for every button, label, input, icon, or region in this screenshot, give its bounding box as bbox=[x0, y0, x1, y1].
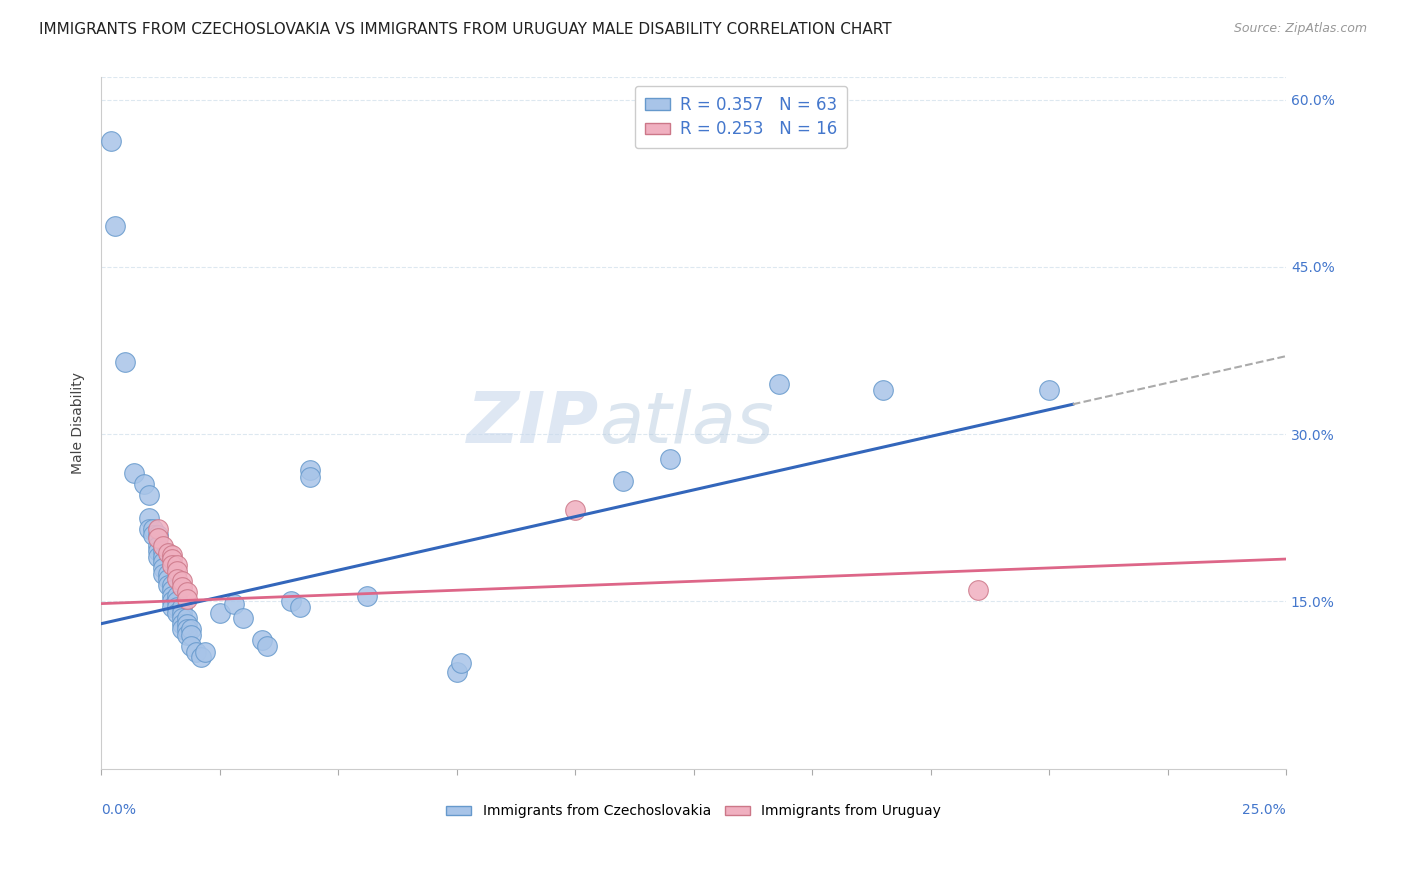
Point bbox=[194, 644, 217, 658]
Point bbox=[170, 606, 193, 620]
Point bbox=[104, 219, 127, 233]
Point bbox=[142, 522, 165, 536]
Point bbox=[100, 134, 122, 148]
Point bbox=[114, 355, 136, 369]
Text: 25.0%: 25.0% bbox=[1243, 803, 1286, 816]
Point bbox=[152, 555, 174, 569]
Point bbox=[156, 546, 179, 560]
Point bbox=[146, 544, 169, 558]
Point bbox=[156, 566, 179, 581]
Point bbox=[190, 650, 212, 665]
Y-axis label: Male Disability: Male Disability bbox=[72, 372, 86, 474]
Point bbox=[252, 633, 274, 648]
Point bbox=[162, 548, 184, 562]
Point bbox=[290, 599, 312, 614]
Point bbox=[138, 522, 160, 536]
Point bbox=[180, 628, 202, 642]
Point bbox=[170, 599, 193, 614]
Point bbox=[232, 611, 254, 625]
Point bbox=[138, 488, 160, 502]
Legend: Immigrants from Czechoslovakia, Immigrants from Uruguay: Immigrants from Czechoslovakia, Immigran… bbox=[441, 798, 946, 824]
Point bbox=[166, 572, 188, 586]
Point bbox=[356, 589, 378, 603]
Point bbox=[170, 611, 193, 625]
Point bbox=[446, 665, 468, 679]
Text: ZIP: ZIP bbox=[467, 389, 599, 458]
Point bbox=[564, 503, 586, 517]
Point bbox=[166, 606, 188, 620]
Point bbox=[166, 564, 188, 578]
Point bbox=[166, 599, 188, 614]
Text: IMMIGRANTS FROM CZECHOSLOVAKIA VS IMMIGRANTS FROM URUGUAY MALE DISABILITY CORREL: IMMIGRANTS FROM CZECHOSLOVAKIA VS IMMIGR… bbox=[39, 22, 891, 37]
Point bbox=[162, 594, 184, 608]
Point bbox=[138, 510, 160, 524]
Point bbox=[132, 477, 155, 491]
Point bbox=[162, 577, 184, 591]
Point bbox=[176, 592, 198, 607]
Point bbox=[222, 597, 245, 611]
Point bbox=[184, 644, 207, 658]
Point bbox=[658, 451, 681, 466]
Point bbox=[176, 585, 198, 599]
Point bbox=[156, 572, 179, 586]
Point bbox=[1038, 383, 1060, 397]
Point bbox=[872, 383, 894, 397]
Point bbox=[180, 622, 202, 636]
Point bbox=[162, 589, 184, 603]
Point bbox=[146, 522, 169, 536]
Point bbox=[176, 628, 198, 642]
Point bbox=[124, 466, 146, 480]
Point bbox=[142, 527, 165, 541]
Point bbox=[152, 549, 174, 564]
Point bbox=[156, 577, 179, 591]
Point bbox=[162, 599, 184, 614]
Point bbox=[146, 539, 169, 553]
Point bbox=[162, 558, 184, 572]
Point bbox=[152, 561, 174, 575]
Point bbox=[146, 549, 169, 564]
Point bbox=[176, 611, 198, 625]
Point bbox=[152, 544, 174, 558]
Point bbox=[170, 574, 193, 589]
Point bbox=[612, 474, 634, 488]
Point bbox=[967, 583, 990, 598]
Text: 0.0%: 0.0% bbox=[101, 803, 136, 816]
Point bbox=[162, 583, 184, 598]
Point bbox=[152, 539, 174, 553]
Point bbox=[170, 580, 193, 594]
Point bbox=[280, 594, 302, 608]
Point bbox=[298, 469, 321, 483]
Point bbox=[208, 606, 231, 620]
Text: Source: ZipAtlas.com: Source: ZipAtlas.com bbox=[1233, 22, 1367, 36]
Point bbox=[162, 552, 184, 566]
Point bbox=[152, 566, 174, 581]
Point bbox=[146, 527, 169, 541]
Point bbox=[180, 639, 202, 653]
Point bbox=[176, 616, 198, 631]
Text: atlas: atlas bbox=[599, 389, 773, 458]
Point bbox=[176, 622, 198, 636]
Point bbox=[768, 377, 790, 392]
Point bbox=[146, 531, 169, 545]
Point bbox=[450, 656, 472, 670]
Point bbox=[298, 463, 321, 477]
Point bbox=[166, 594, 188, 608]
Point bbox=[170, 616, 193, 631]
Point bbox=[166, 558, 188, 572]
Point bbox=[170, 622, 193, 636]
Point bbox=[166, 589, 188, 603]
Point bbox=[256, 639, 278, 653]
